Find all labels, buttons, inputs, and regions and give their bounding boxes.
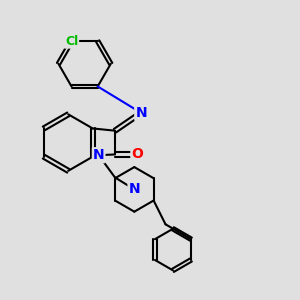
Text: N: N [93, 148, 104, 162]
Text: N: N [135, 106, 147, 120]
Text: Cl: Cl [65, 35, 78, 48]
Text: O: O [131, 148, 143, 161]
Text: N: N [128, 182, 140, 197]
